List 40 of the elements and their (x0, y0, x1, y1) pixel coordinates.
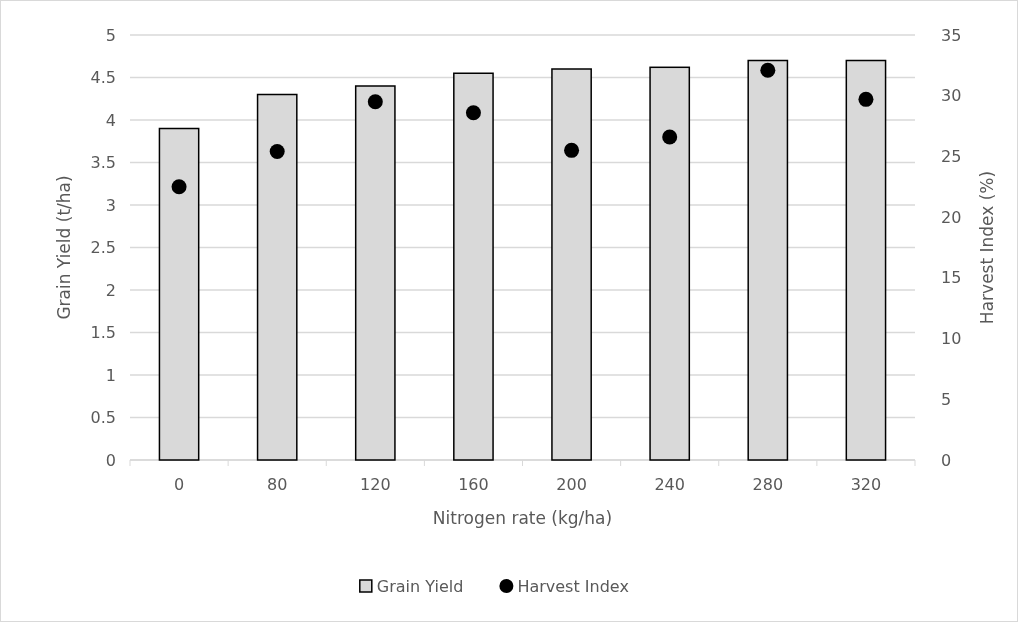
y-axis-title: Grain Yield (t/ha) (54, 175, 74, 320)
x-tick-label: 200 (556, 475, 587, 494)
point (858, 91, 874, 107)
y-tick-label: 1.5 (90, 323, 116, 343)
x-tick-label: 320 (850, 475, 882, 494)
y2-tick-label: 10 (941, 329, 962, 349)
y2-axis-title: Harvest Index (%) (977, 170, 997, 325)
y2-tick-label: 35 (941, 25, 962, 45)
y2-tick-label: 5 (941, 389, 952, 409)
y2-tick-label: 0 (941, 450, 952, 470)
point (171, 179, 187, 195)
x-axis-title: Nitrogen rate (kg/ha) (432, 508, 613, 528)
x-tick-label: 280 (752, 475, 784, 494)
y-tick-label: 4 (105, 110, 116, 130)
y2-tick-label: 15 (941, 268, 962, 288)
x-tick-label: 240 (654, 475, 685, 494)
point (760, 62, 776, 78)
y-tick-label: 0 (105, 450, 116, 470)
legend-label: Grain Yield (376, 576, 464, 596)
y-tick-label: 2.5 (90, 238, 116, 258)
y-tick-label: 3 (105, 195, 116, 215)
y2-tick-label: 30 (941, 86, 962, 106)
y-tick-label: 2 (105, 280, 116, 300)
y-tick-label: 3.5 (90, 153, 116, 173)
point (269, 144, 285, 160)
point (367, 94, 383, 110)
x-tick-label: 0 (173, 475, 185, 494)
y2-tick-label: 25 (941, 147, 962, 167)
y2-tick-label: 20 (941, 207, 962, 227)
y-tick-label: 1 (105, 365, 116, 385)
x-tick-label: 80 (267, 475, 288, 494)
point (564, 142, 580, 158)
x-tick-label: 120 (360, 475, 391, 494)
y-tick-label: 4.5 (90, 68, 116, 88)
legend-label: Harvest Index (517, 576, 629, 596)
y-tick-label: 0.5 (90, 408, 116, 428)
x-tick-label: 160 (458, 475, 489, 494)
y-tick-label: 5 (105, 25, 116, 45)
point (662, 129, 678, 145)
point (465, 105, 481, 121)
